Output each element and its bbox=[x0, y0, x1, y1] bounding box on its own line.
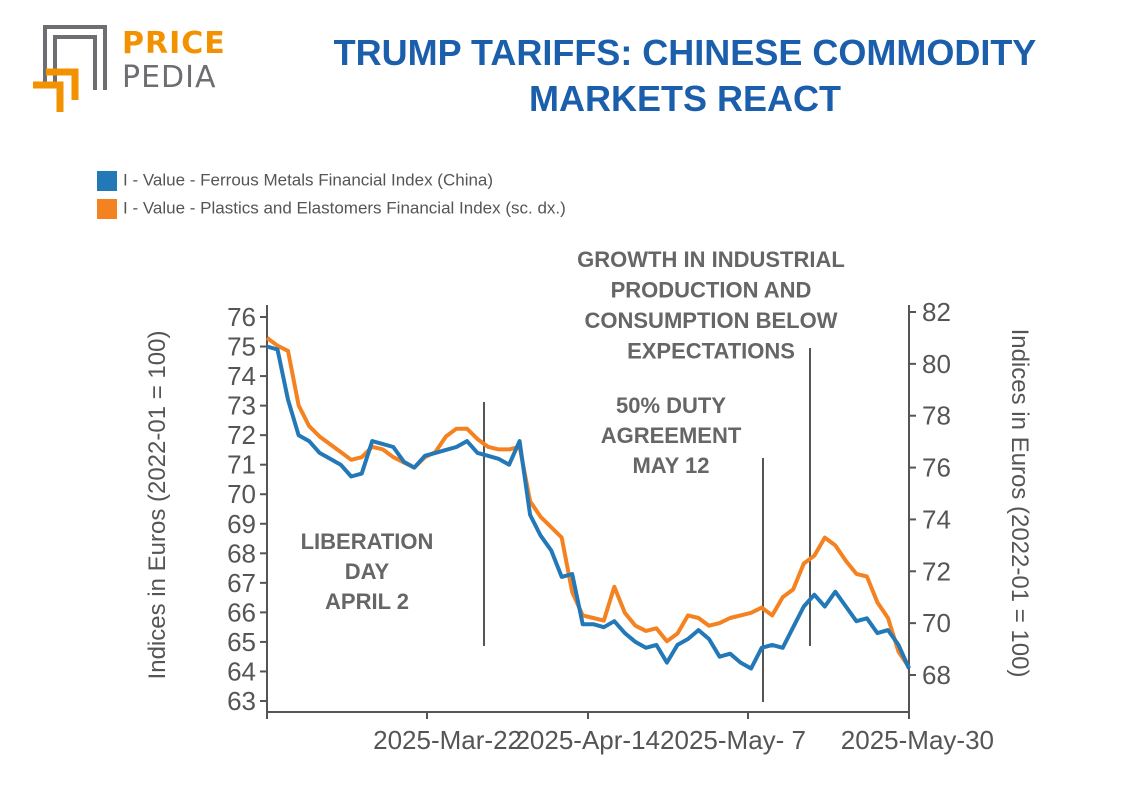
annotation-2-text: 50% DUTY bbox=[616, 393, 726, 418]
legend-item-plastics: I - Value - Plastics and Elastomers Fina… bbox=[97, 198, 566, 226]
y-right-tick-label: 82 bbox=[922, 297, 951, 327]
pricepedia-logo: PRICE PEDIA bbox=[30, 22, 230, 117]
series-line-ferrous bbox=[266, 344, 911, 671]
y-left-tick-label: 67 bbox=[227, 568, 256, 598]
y-left-tick-label: 76 bbox=[227, 302, 256, 332]
x-tick-label: 2025-Apr-14 bbox=[515, 725, 660, 755]
y-left-tick-label: 65 bbox=[227, 627, 256, 657]
chart-legend: I - Value - Ferrous Metals Financial Ind… bbox=[97, 170, 566, 226]
y-right-axis-title: Indices in Euros (2022-01 = 100) bbox=[1006, 329, 1033, 678]
x-tick-label: 2025-Mar-22 bbox=[373, 725, 522, 755]
y-right-tick-label: 68 bbox=[922, 660, 951, 690]
y-left-tick-label: 73 bbox=[227, 391, 256, 421]
y-right-tick-label: 76 bbox=[922, 453, 951, 483]
logo-mark bbox=[33, 25, 107, 112]
legend-label-ferrous: I - Value - Ferrous Metals Financial Ind… bbox=[123, 170, 494, 190]
series-line-plastics bbox=[265, 336, 911, 669]
annotation-3-text: GROWTH IN INDUSTRIAL bbox=[577, 247, 845, 272]
y-right-tick-label: 70 bbox=[922, 608, 951, 638]
logo-text-price: PRICE bbox=[122, 26, 226, 61]
x-tick-label: 2025-May-30 bbox=[841, 725, 994, 755]
y-right-tick-label: 80 bbox=[922, 349, 951, 379]
y-left-tick-label: 66 bbox=[227, 597, 256, 627]
y-left-tick-label: 68 bbox=[227, 538, 256, 568]
y-right-tick-label: 74 bbox=[922, 504, 951, 534]
annotation-2-text: AGREEMENT bbox=[601, 423, 742, 448]
title-line-1: TRUMP TARIFFS: CHINESE COMMODITY bbox=[333, 32, 1037, 73]
page-title: TRUMP TARIFFS: CHINESE COMMODITY MARKETS… bbox=[290, 30, 1080, 122]
y-left-tick-label: 75 bbox=[227, 332, 256, 362]
annotation-2-text: MAY 12 bbox=[632, 453, 709, 478]
y-left-tick-label: 63 bbox=[227, 686, 256, 716]
legend-swatch-ferrous bbox=[97, 170, 117, 191]
y-right-tick-label: 72 bbox=[922, 556, 951, 586]
y-left-tick-label: 72 bbox=[227, 420, 256, 450]
legend-swatch-plastics bbox=[97, 198, 117, 219]
y-left-tick-label: 71 bbox=[227, 450, 256, 480]
x-tick-label: 2025-May- 7 bbox=[660, 725, 806, 755]
annotation-1-text: DAY bbox=[345, 559, 390, 584]
y-left-tick-label: 74 bbox=[227, 361, 256, 391]
annotation-3-text: EXPECTATIONS bbox=[627, 339, 795, 364]
y-left-tick-label: 69 bbox=[227, 509, 256, 539]
annotation-1-text: LIBERATION bbox=[301, 529, 434, 554]
y-left-tick-label: 64 bbox=[227, 656, 256, 686]
annotation-1-text: APRIL 2 bbox=[325, 589, 409, 614]
y-left-tick-label: 70 bbox=[227, 479, 256, 509]
logo-text-pedia: PEDIA bbox=[122, 60, 217, 95]
y-right-tick-label: 78 bbox=[922, 401, 951, 431]
legend-item-ferrous: I - Value - Ferrous Metals Financial Ind… bbox=[97, 170, 566, 198]
y-left-axis-title: Indices in Euros (2022-01 = 100) bbox=[144, 331, 171, 680]
annotation-3-text: CONSUMPTION BELOW bbox=[585, 308, 838, 333]
annotation-3-text: PRODUCTION AND bbox=[611, 278, 812, 303]
legend-label-plastics: I - Value - Plastics and Elastomers Fina… bbox=[123, 198, 566, 218]
title-line-2: MARKETS REACT bbox=[529, 78, 841, 119]
